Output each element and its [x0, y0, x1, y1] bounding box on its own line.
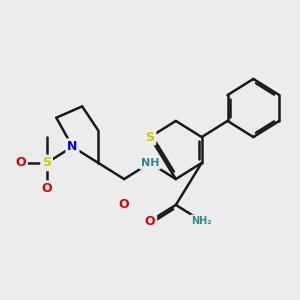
Text: S: S — [146, 130, 154, 144]
Text: O: O — [16, 156, 26, 170]
Text: NH₂: NH₂ — [191, 216, 212, 226]
Text: S: S — [42, 156, 51, 170]
Text: NH: NH — [141, 158, 159, 168]
Text: O: O — [41, 182, 52, 195]
Text: O: O — [119, 198, 130, 212]
Text: N: N — [67, 140, 78, 153]
Text: O: O — [145, 214, 155, 228]
